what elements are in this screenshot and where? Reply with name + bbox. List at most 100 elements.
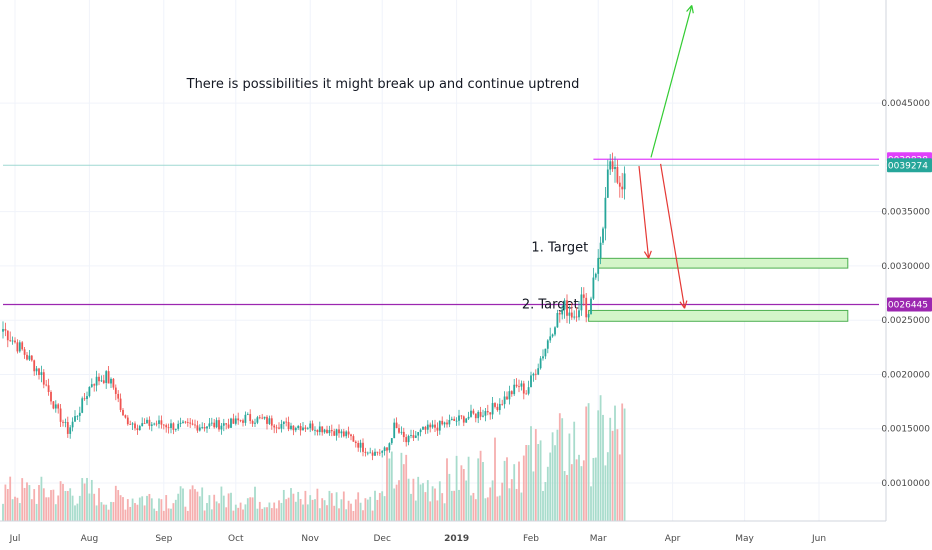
volume-bar — [6, 488, 9, 521]
candle-body — [460, 415, 463, 417]
candle-body — [93, 384, 96, 386]
volume-bar — [587, 403, 590, 521]
horizontal-lines — [3, 158, 879, 306]
volume-bar — [21, 478, 24, 521]
candle-body — [11, 340, 14, 342]
volume-bar — [326, 505, 328, 521]
candle-body — [333, 431, 336, 436]
candle-body — [86, 396, 88, 399]
volume-bar — [114, 485, 117, 521]
candle-body — [614, 166, 616, 170]
volume-bar — [30, 499, 33, 521]
volume-bar — [275, 508, 278, 521]
volume-bar — [278, 500, 280, 521]
volume-bar — [604, 465, 607, 521]
volume-bar — [184, 506, 187, 521]
price-tick-label: 0.0010000 — [881, 479, 930, 489]
price-tag-box — [887, 158, 932, 173]
price-axis[interactable]: 0.0045000 0.0035000 0.0030000 0.0025000 0.00… — [881, 99, 930, 489]
volume-bar — [201, 487, 204, 521]
volume-bar — [95, 505, 98, 521]
candle-body — [465, 418, 468, 423]
candle-body — [83, 398, 86, 400]
candle-body — [350, 434, 352, 437]
candle-body — [467, 416, 470, 419]
candle-body — [170, 423, 172, 428]
candle-body — [621, 186, 624, 190]
volume-bar — [599, 395, 602, 521]
candle-body — [155, 423, 158, 425]
candle-body — [359, 442, 362, 448]
volume-bar — [441, 493, 444, 521]
volume-bar — [580, 466, 583, 521]
volume-bar — [374, 490, 376, 521]
candle-body — [474, 413, 477, 419]
volume-bar — [302, 504, 304, 521]
volume-bar — [165, 495, 168, 521]
candle-body — [594, 273, 597, 278]
candle-body — [484, 411, 487, 416]
volume-bar — [498, 495, 501, 521]
volume-bar — [494, 437, 496, 521]
time-axis[interactable]: Jul Aug Sep Oct Nov Dec 2019 Feb Mar Apr May Jun — [9, 534, 826, 544]
time-tick-label: Mar — [590, 534, 607, 544]
candle-body — [352, 436, 355, 442]
candle-body — [162, 424, 165, 426]
candle-body — [14, 340, 16, 343]
volume-bar — [371, 510, 374, 521]
candle-body — [119, 398, 122, 410]
volume-bar — [606, 452, 609, 521]
volume-bar — [170, 508, 172, 521]
volume-bar — [246, 498, 249, 521]
candle-body — [134, 423, 136, 429]
candle-body — [402, 431, 405, 438]
volume-bar — [412, 478, 415, 521]
volume-bar — [561, 418, 564, 521]
volume-bar — [117, 490, 120, 521]
candle-body — [297, 426, 300, 429]
volume-bar — [450, 490, 453, 521]
candle-body — [616, 166, 619, 183]
candle-body — [189, 422, 192, 424]
candle-body — [59, 408, 62, 422]
volume-bar — [69, 488, 72, 521]
candle-body — [57, 404, 60, 409]
volume-bar — [306, 504, 309, 521]
arrow-head — [686, 5, 693, 12]
volume-bar — [520, 492, 523, 521]
volume-bar — [57, 495, 60, 521]
candle-body — [590, 298, 592, 315]
volume-bar — [522, 455, 525, 521]
volume-bar — [74, 505, 76, 521]
volume-bar — [321, 498, 324, 521]
volume-bar — [491, 480, 494, 521]
candle-body — [318, 426, 321, 433]
volume-bar — [611, 430, 614, 521]
volume-bar — [446, 458, 448, 521]
candle-body — [158, 420, 160, 424]
volume-bar — [479, 450, 482, 521]
candle-body — [551, 334, 554, 337]
volume-bar — [71, 495, 74, 521]
volume-bar — [602, 414, 604, 521]
candle-body — [566, 300, 568, 316]
volume-bar — [23, 487, 26, 521]
target-box — [588, 309, 849, 322]
candle-body — [436, 427, 439, 431]
volume-bar — [544, 482, 547, 521]
volume-bar — [131, 498, 134, 521]
volume-bar — [112, 502, 115, 521]
candle-body — [597, 258, 600, 274]
volume-bar — [129, 506, 132, 521]
volume-bar — [311, 499, 314, 521]
volume-bar — [551, 432, 554, 521]
volume-bar — [273, 502, 276, 521]
candle-body — [335, 429, 338, 436]
volume-bar — [220, 486, 223, 521]
candle-body — [515, 384, 518, 387]
candle-body — [50, 391, 52, 402]
candle-body — [539, 358, 542, 369]
volume-bar — [398, 480, 400, 521]
candle-body — [364, 451, 367, 453]
